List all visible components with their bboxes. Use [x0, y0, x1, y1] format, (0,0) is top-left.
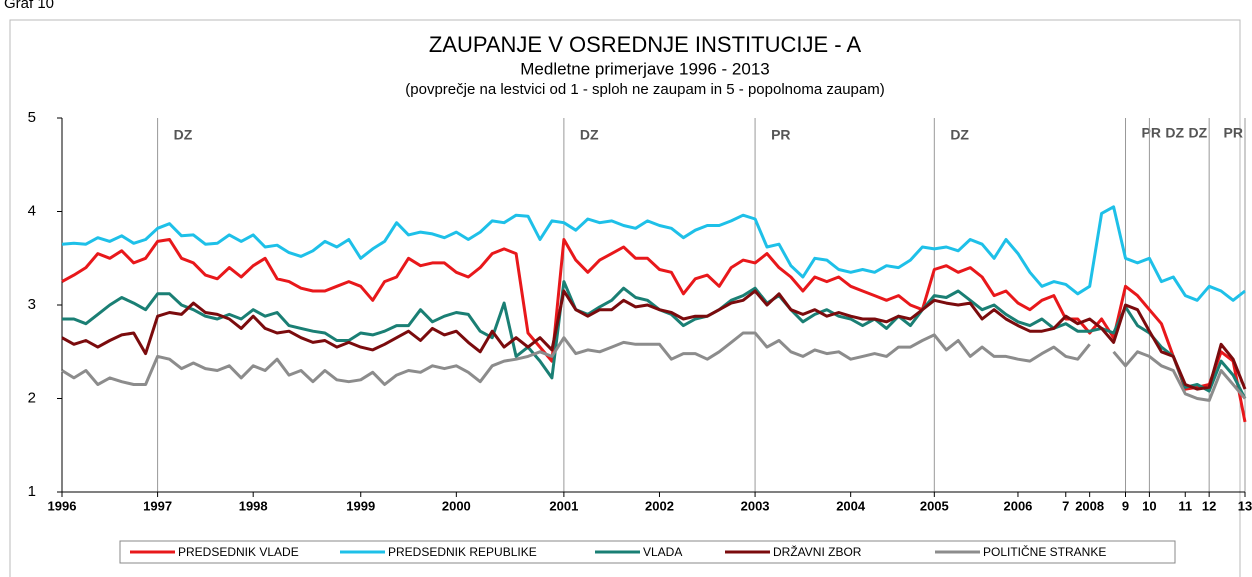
x-tick-label: 2003: [741, 498, 770, 513]
x-tick-label: 7: [1062, 498, 1069, 513]
chart-subtitle: Medletne primerjave 1996 - 2013: [520, 59, 769, 78]
chart-note: (povprečje na lestvici od 1 - sploh ne z…: [405, 81, 884, 98]
x-tick-label: 2004: [836, 498, 866, 513]
x-tick-label: 1999: [346, 498, 375, 513]
y-tick-label: 2: [28, 389, 36, 406]
event-label: DZ: [174, 127, 193, 143]
x-tick-label: 1998: [239, 498, 268, 513]
x-tick-label: 2006: [1003, 498, 1032, 513]
x-tick-label: 2005: [920, 498, 949, 513]
x-tick-label: 13: [1238, 498, 1252, 513]
event-label: PR: [771, 127, 790, 143]
y-tick-label: 5: [28, 109, 36, 126]
series-line: [61, 289, 1247, 391]
y-tick-label: 3: [28, 296, 36, 313]
frame: [9, 19, 1241, 577]
legend-label: POLITIČNE STRANKE: [983, 544, 1106, 559]
x-tick-label: 2002: [645, 498, 674, 513]
x-tick-label: 9: [1122, 498, 1129, 513]
y-tick-label: 1: [28, 483, 36, 500]
page-label: Graf 10: [4, 0, 54, 12]
x-tick-label: 2008: [1075, 498, 1104, 513]
x-tick-label: 11: [1178, 498, 1192, 513]
series-line: [62, 280, 1247, 400]
chart-title: ZAUPANJE V OSREDNJE INSTITUCIJE - A: [429, 32, 862, 57]
event-label: DZ: [950, 127, 969, 143]
x-tick-label: 2001: [549, 498, 578, 513]
event-label: DZ: [1188, 125, 1207, 141]
x-tick-label: 1996: [48, 498, 77, 513]
x-tick-label: 12: [1202, 498, 1216, 513]
series-line: [61, 238, 1247, 423]
series-line: [61, 331, 1247, 402]
legend-label: PREDSEDNIK REPUBLIKE: [388, 545, 537, 559]
event-label: PR: [1224, 125, 1243, 141]
x-tick-label: 2000: [442, 498, 471, 513]
series-line: [61, 205, 1246, 302]
legend-label: DRŽAVNI ZBOR: [773, 544, 862, 559]
legend-label: PREDSEDNIK VLADE: [178, 545, 299, 559]
event-label: PR: [1142, 125, 1161, 141]
x-tick-label: 10: [1142, 498, 1156, 513]
event-label: DZ: [1165, 125, 1184, 141]
legend-box: [119, 540, 1176, 564]
event-label: DZ: [580, 127, 599, 143]
x-tick-label: 1997: [143, 498, 172, 513]
legend-label: VLADA: [643, 545, 682, 559]
y-tick-label: 4: [28, 202, 36, 219]
